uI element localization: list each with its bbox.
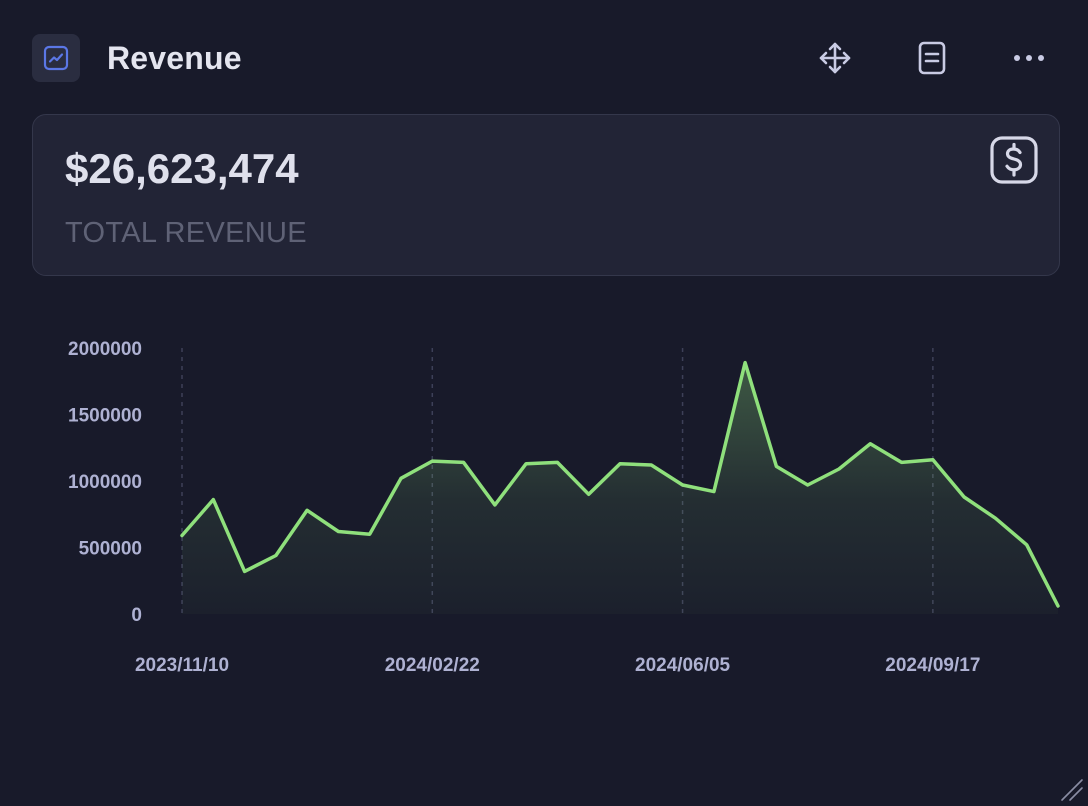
y-tick-label: 0 bbox=[131, 605, 142, 626]
x-tick-label: 2024/06/05 bbox=[635, 655, 731, 676]
revenue-series-line bbox=[180, 360, 1060, 608]
more-dots-icon[interactable] bbox=[1009, 38, 1049, 78]
resize-handle[interactable] bbox=[1056, 774, 1086, 804]
data-point[interactable] bbox=[520, 458, 532, 470]
data-point[interactable] bbox=[802, 479, 814, 491]
data-point[interactable] bbox=[176, 530, 188, 542]
data-point[interactable] bbox=[833, 463, 845, 475]
y-tick-label: 2000000 bbox=[68, 339, 142, 360]
widget-header: Revenue bbox=[32, 34, 1060, 84]
data-point[interactable] bbox=[364, 528, 376, 540]
widget-title: Revenue bbox=[107, 40, 242, 76]
data-point[interactable] bbox=[270, 549, 282, 561]
total-revenue-label: TOTAL REVENUE bbox=[65, 217, 307, 249]
data-point[interactable] bbox=[927, 454, 939, 466]
data-point[interactable] bbox=[770, 460, 782, 472]
y-tick-label: 1000000 bbox=[68, 472, 142, 493]
revenue-area-chart: 0 500000 1000000 1500000 2000000 2023/11/10 2… bbox=[68, 339, 1064, 676]
data-point[interactable] bbox=[458, 456, 470, 468]
data-point[interactable] bbox=[896, 456, 908, 468]
data-point[interactable] bbox=[1021, 539, 1033, 551]
data-point[interactable] bbox=[708, 486, 720, 498]
data-point[interactable] bbox=[207, 494, 219, 506]
y-tick-label: 500000 bbox=[79, 539, 142, 560]
data-point[interactable] bbox=[614, 458, 626, 470]
data-point[interactable] bbox=[551, 456, 563, 468]
x-tick-label: 2024/09/17 bbox=[885, 655, 980, 676]
data-point[interactable] bbox=[426, 455, 438, 467]
data-point[interactable] bbox=[989, 512, 1001, 524]
total-revenue-value: $26,623,474 bbox=[65, 145, 299, 192]
total-revenue-card: $26,623,474 TOTAL REVENUE bbox=[32, 114, 1060, 276]
x-tick-label: 2023/11/10 bbox=[135, 655, 229, 676]
data-point[interactable] bbox=[958, 491, 970, 503]
data-point[interactable] bbox=[739, 357, 751, 369]
data-point[interactable] bbox=[1052, 600, 1064, 612]
y-tick-label: 1500000 bbox=[68, 406, 142, 427]
data-point[interactable] bbox=[864, 438, 876, 450]
revenue-area-fill bbox=[182, 362, 1058, 614]
move-arrows-icon[interactable] bbox=[815, 38, 855, 78]
x-tick-label: 2024/02/22 bbox=[385, 655, 480, 676]
data-point[interactable] bbox=[677, 479, 689, 491]
data-point[interactable] bbox=[489, 499, 501, 511]
data-point[interactable] bbox=[332, 526, 344, 538]
data-point[interactable] bbox=[239, 565, 251, 577]
data-point[interactable] bbox=[645, 459, 657, 471]
data-point[interactable] bbox=[583, 488, 595, 500]
data-point[interactable] bbox=[301, 504, 313, 516]
dollar-icon bbox=[989, 135, 1039, 185]
data-point[interactable] bbox=[395, 472, 407, 484]
document-icon[interactable] bbox=[912, 38, 952, 78]
line-chart-icon bbox=[32, 34, 80, 82]
